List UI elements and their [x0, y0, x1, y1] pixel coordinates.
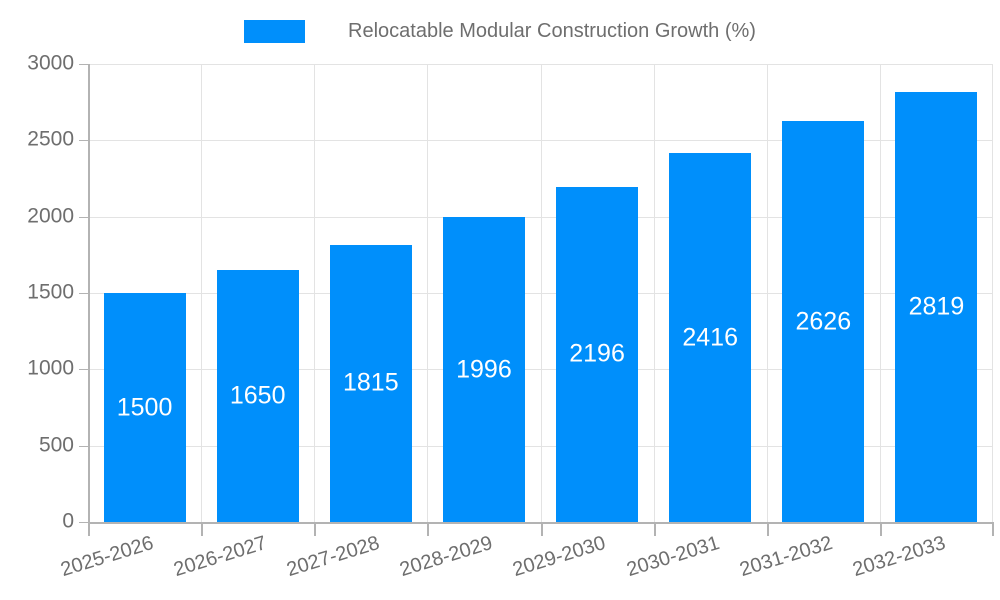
- x-tick-mark: [879, 522, 882, 536]
- x-axis-label: 2025-2026: [58, 532, 156, 582]
- x-tick-mark: [201, 522, 204, 536]
- y-tick-mark: [79, 522, 88, 523]
- gridline-vertical: [879, 64, 881, 522]
- legend: Relocatable Modular Construction Growth …: [0, 17, 1000, 45]
- bar-value-label: 2626: [795, 307, 852, 336]
- gridline-vertical: [201, 64, 203, 522]
- y-axis-label: 2000: [27, 204, 74, 228]
- y-axis-label: 0: [62, 509, 74, 533]
- x-axis-label: 2027-2028: [284, 532, 383, 582]
- x-tick-mark: [427, 522, 430, 536]
- bar: 2196: [556, 186, 639, 522]
- bar-value-label: 2819: [908, 292, 965, 321]
- bar: 2819: [895, 91, 978, 522]
- x-tick-mark: [540, 522, 543, 536]
- x-tick-mark: [653, 522, 656, 536]
- y-tick-mark: [79, 64, 88, 65]
- bar-value-label: 1996: [456, 355, 512, 384]
- gridline-vertical: [992, 64, 993, 522]
- bar: 2416: [669, 153, 752, 522]
- x-axis-label: 2028-2029: [397, 532, 496, 582]
- y-axis-line: [88, 64, 90, 522]
- gridline-vertical: [314, 64, 316, 522]
- x-axis-label: 2029-2030: [510, 532, 609, 582]
- gridline-vertical: [427, 64, 429, 522]
- x-tick-mark: [766, 522, 769, 536]
- gridline-vertical: [540, 64, 542, 522]
- y-axis-label: 1000: [27, 356, 74, 380]
- y-tick-mark: [79, 216, 88, 218]
- x-tick-mark: [314, 522, 317, 536]
- gridline-vertical: [653, 64, 655, 522]
- y-axis-label: 500: [38, 433, 74, 457]
- legend-label: Relocatable Modular Construction Growth …: [348, 19, 756, 42]
- bar: 1650: [216, 270, 299, 522]
- bar: 2626: [782, 121, 865, 522]
- y-axis-labels: 0 500 1000 1500 2000 2500 3000: [0, 52, 74, 533]
- y-axis-label: 2500: [27, 127, 74, 151]
- bar-value-label: 1500: [116, 393, 173, 421]
- x-axis-labels: 2025-2026 2026-2027 2027-2028 2028-2029 2029…: [58, 522, 993, 600]
- bar: 1996: [442, 217, 525, 522]
- x-tick-mark: [88, 522, 90, 536]
- bar: 1815: [329, 244, 412, 522]
- bar-value-label: 2196: [569, 339, 625, 368]
- y-tick-mark: [79, 445, 88, 447]
- bar-value-label: 1650: [229, 381, 286, 410]
- y-axis-label: 3000: [27, 51, 74, 75]
- bar-value-label: 2416: [682, 323, 738, 352]
- legend-swatch: [244, 19, 306, 43]
- y-axis-label: 1500: [27, 280, 74, 304]
- y-tick-mark: [79, 369, 88, 371]
- x-axis-label: 2032-2033: [849, 532, 948, 582]
- x-tick-mark: [992, 522, 994, 536]
- bar: 1500: [103, 293, 186, 522]
- x-axis-label: 2026-2027: [171, 532, 270, 582]
- gridline-vertical: [766, 64, 768, 522]
- y-tick-mark: [79, 293, 88, 294]
- plot-area: 1500 1650 1815 1996 2196 2416 2626 2819: [79, 64, 994, 536]
- x-axis-label: 2030-2031: [623, 532, 722, 582]
- y-tick-mark: [79, 140, 88, 142]
- x-axis-label: 2031-2032: [736, 532, 835, 582]
- bar-value-label: 1815: [343, 368, 399, 397]
